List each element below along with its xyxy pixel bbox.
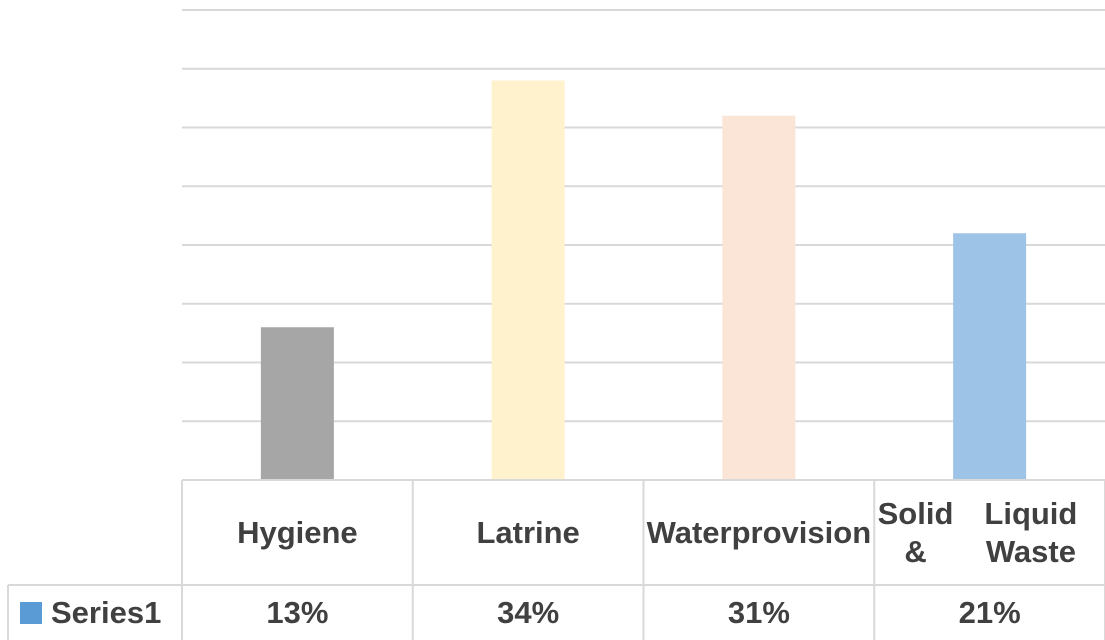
bar-1 bbox=[260, 327, 334, 480]
category-label: Solid & Liquid Waste bbox=[877, 496, 1078, 569]
legend-swatch bbox=[20, 601, 42, 624]
category-label: Hygiene bbox=[237, 514, 358, 550]
value-label: 31% bbox=[727, 594, 790, 630]
bar-2 bbox=[491, 80, 565, 480]
bar-3 bbox=[722, 115, 796, 480]
legend-name: Series1 bbox=[51, 594, 162, 630]
value-label: 21% bbox=[958, 594, 1021, 630]
bar-4 bbox=[953, 233, 1027, 480]
category-label: Water provision bbox=[646, 514, 872, 550]
value-label: 34% bbox=[497, 594, 560, 630]
category-label: Latrine bbox=[476, 514, 580, 550]
value-label: 13% bbox=[266, 594, 329, 630]
legend-series1: Series1 bbox=[20, 585, 180, 640]
